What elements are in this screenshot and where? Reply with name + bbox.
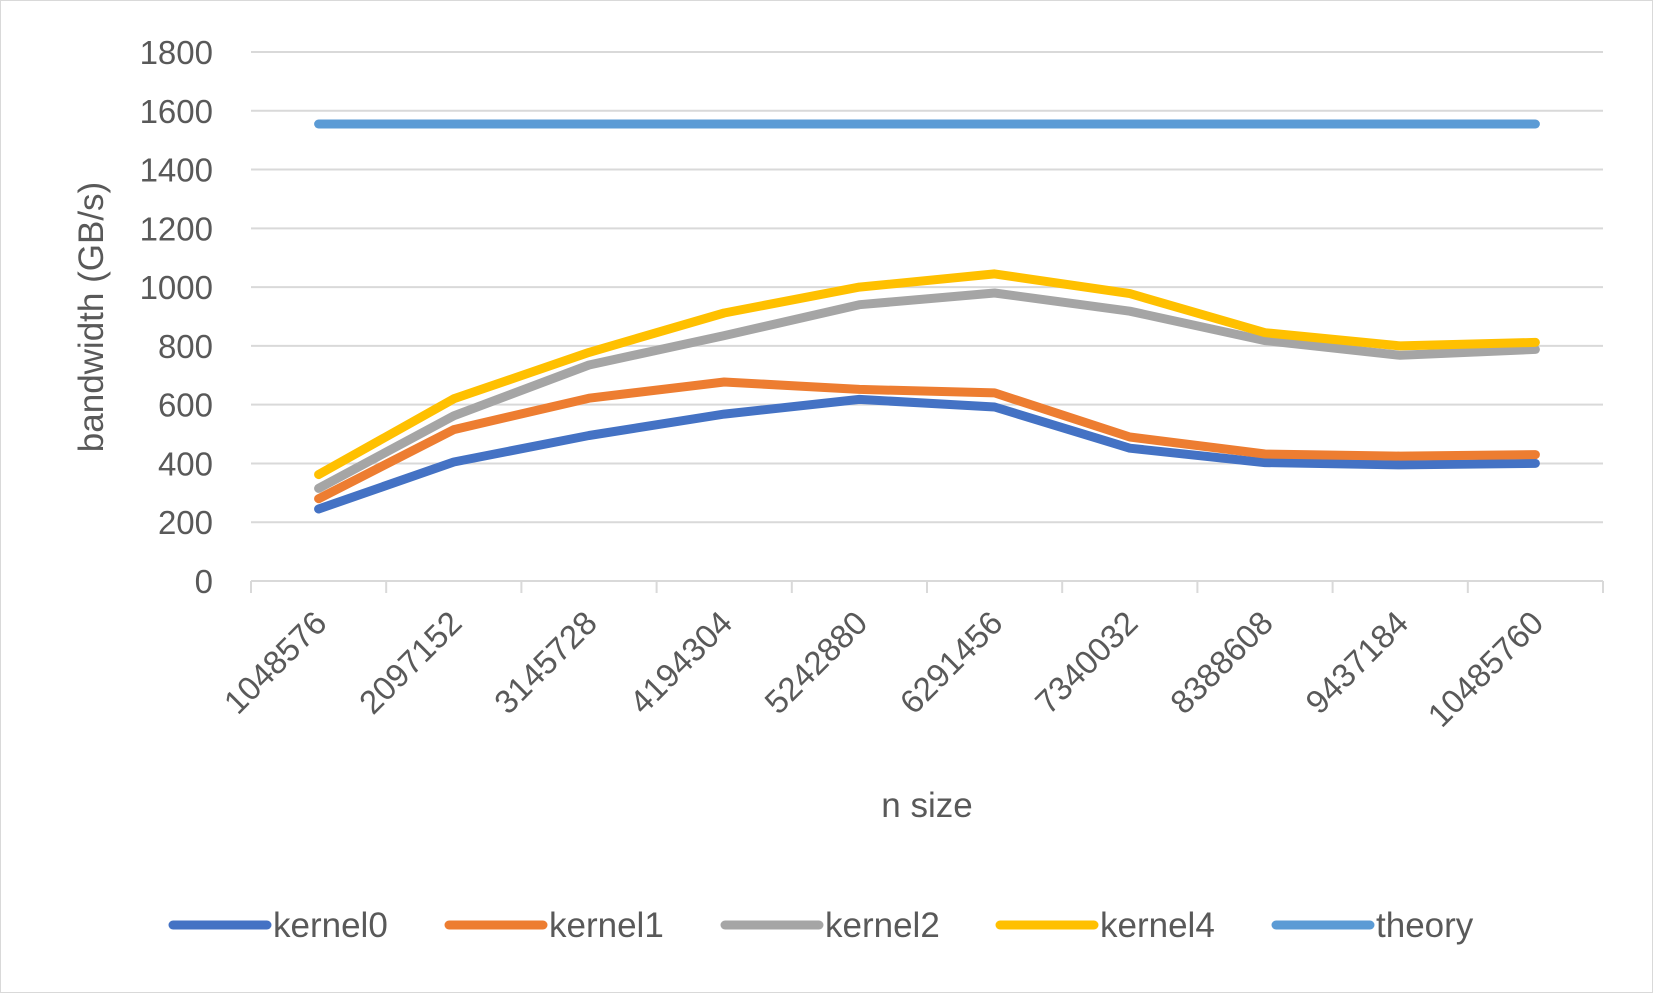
series-lines <box>314 119 1540 514</box>
legend-label-kernel4: kernel4 <box>1100 906 1215 945</box>
series-line-kernel4 <box>314 269 1540 480</box>
y-axis-ticks: 0 200 400 600 800 1000 1200 1400 1600 1800 <box>140 34 213 600</box>
y-tick-label: 1400 <box>140 152 213 189</box>
legend-label-theory: theory <box>1376 906 1474 945</box>
y-tick-label: 800 <box>158 328 213 365</box>
x-tick-label: 8388608 <box>1163 604 1280 721</box>
x-tick-label: 10485760 <box>1420 604 1550 734</box>
x-axis-ticks: 1048576 2097152 3145728 4194304 5242880 62914… <box>217 604 1551 734</box>
y-tick-label: 0 <box>195 563 213 600</box>
x-tick-label: 4194304 <box>622 604 739 721</box>
legend-label-kernel1: kernel1 <box>549 906 664 945</box>
legend-label-kernel0: kernel0 <box>273 906 388 945</box>
x-tick-label: 3145728 <box>487 604 604 721</box>
x-axis-title: n size <box>881 786 972 825</box>
x-tick-label: 1048576 <box>217 604 334 721</box>
x-tick-label: 6291456 <box>893 604 1010 721</box>
x-tick-label: 9437184 <box>1298 604 1415 721</box>
series-line-kernel0 <box>314 394 1540 514</box>
legend: kernel0 kernel1 kernel2 kernel4 theory <box>168 906 1474 945</box>
x-axis <box>250 580 1604 593</box>
series-line-kernel1 <box>314 377 1540 504</box>
y-tick-label: 400 <box>158 445 213 482</box>
y-tick-label: 1200 <box>140 210 213 247</box>
y-tick-label: 1600 <box>140 93 213 130</box>
y-tick-label: 1800 <box>140 34 213 71</box>
y-tick-label: 600 <box>158 387 213 424</box>
legend-label-kernel2: kernel2 <box>825 906 940 945</box>
y-axis-title: bandwidth (GB/s) <box>72 182 111 452</box>
x-tick-label: 5242880 <box>757 604 874 721</box>
x-tick-label: 2097152 <box>352 604 469 721</box>
y-tick-label: 1000 <box>140 269 213 306</box>
x-tick-label: 7340032 <box>1028 604 1145 721</box>
series-line-kernel2 <box>314 288 1540 493</box>
y-tick-label: 200 <box>158 504 213 541</box>
